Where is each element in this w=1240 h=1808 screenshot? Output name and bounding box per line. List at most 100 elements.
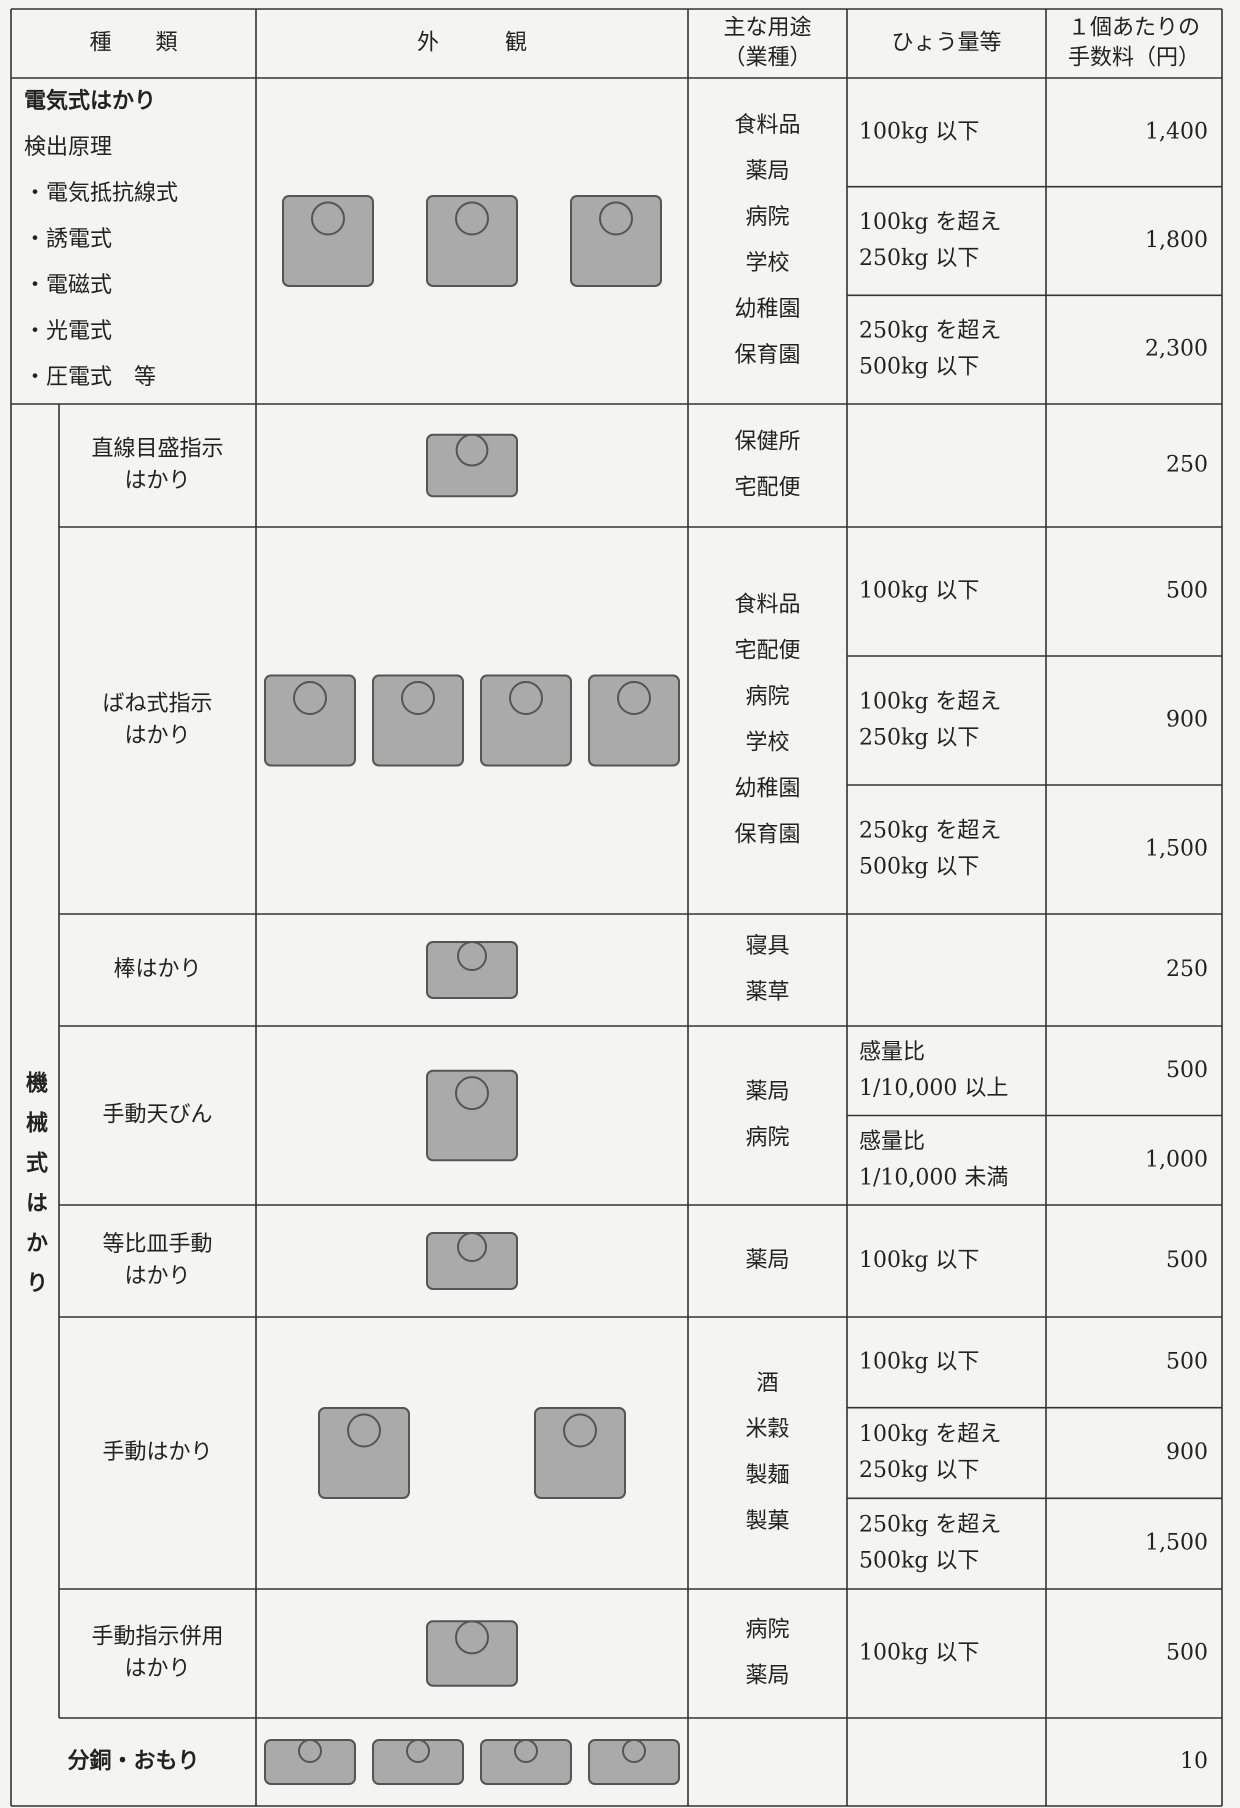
capacity: 250kg 以下 bbox=[859, 246, 979, 271]
scale-image bbox=[563, 1413, 597, 1448]
scale-image bbox=[588, 674, 680, 767]
scale-image bbox=[455, 433, 489, 467]
use: 学校 bbox=[745, 731, 789, 756]
fee: 1,500 bbox=[1145, 837, 1208, 862]
use: 宅配便 bbox=[734, 476, 800, 501]
kind: 手動はかり bbox=[102, 1440, 212, 1465]
fee: 500 bbox=[1166, 1641, 1208, 1666]
capacity: 250kg を超え bbox=[859, 319, 1001, 344]
scale-image bbox=[293, 681, 327, 715]
capacity: 250kg 以下 bbox=[859, 1458, 979, 1483]
scale-image bbox=[534, 1407, 626, 1499]
scale-image bbox=[514, 1739, 538, 1763]
scale-image bbox=[401, 681, 435, 715]
capacity: 100kg を超え bbox=[859, 210, 1001, 235]
fee: 10 bbox=[1180, 1749, 1208, 1774]
capacity: 100kg を超え bbox=[859, 1422, 1001, 1447]
header-cell: 手数料（円） bbox=[1068, 46, 1200, 71]
fee: 1,500 bbox=[1145, 1531, 1208, 1556]
fee: 250 bbox=[1166, 957, 1208, 982]
kind-line: 検出原理 bbox=[24, 135, 112, 160]
use: 製菓 bbox=[745, 1509, 789, 1534]
fee: 1,000 bbox=[1145, 1147, 1208, 1172]
use: 病院 bbox=[745, 1126, 789, 1151]
use: 酒 bbox=[756, 1371, 778, 1396]
use: 病院 bbox=[745, 685, 789, 710]
capacity: 100kg を超え bbox=[859, 690, 1001, 715]
kind-title: 電気式はかり bbox=[24, 88, 156, 114]
capacity: 1/10,000 以上 bbox=[859, 1076, 1008, 1101]
capacity: 100kg 以下 bbox=[859, 119, 979, 144]
use: 幼稚園 bbox=[734, 297, 800, 322]
use: 保育園 bbox=[734, 343, 800, 368]
use: 薬局 bbox=[745, 1080, 789, 1105]
kind: はかり bbox=[124, 724, 190, 749]
fee: 500 bbox=[1166, 1349, 1208, 1374]
use: 食料品 bbox=[734, 593, 800, 618]
capacity: 250kg を超え bbox=[859, 819, 1001, 844]
fee: 500 bbox=[1166, 579, 1208, 604]
scale-image bbox=[426, 195, 518, 287]
kind-title: 分銅・おもり bbox=[67, 1748, 199, 1774]
scale-image bbox=[298, 1739, 322, 1763]
scale-image bbox=[282, 195, 374, 287]
use: 病院 bbox=[745, 1618, 789, 1643]
kind: 手動指示併用 bbox=[91, 1625, 223, 1650]
scale-image bbox=[455, 201, 489, 236]
scale-image bbox=[455, 1076, 489, 1111]
use: 宅配便 bbox=[734, 639, 800, 664]
scale-image bbox=[311, 201, 345, 236]
scale-image bbox=[457, 1232, 487, 1262]
use: 保育園 bbox=[734, 823, 800, 848]
fee: 900 bbox=[1166, 1440, 1208, 1465]
kind-line: ・圧電式 等 bbox=[24, 365, 156, 390]
use: 病院 bbox=[745, 205, 789, 230]
fee: 500 bbox=[1166, 1058, 1208, 1083]
scale-image bbox=[406, 1739, 430, 1763]
fee: 500 bbox=[1166, 1248, 1208, 1273]
scale-image bbox=[372, 674, 464, 767]
fee: 1,800 bbox=[1145, 228, 1208, 253]
use: 米穀 bbox=[745, 1417, 789, 1442]
kind: はかり bbox=[124, 1657, 190, 1682]
scale-image bbox=[457, 941, 487, 971]
fee: 2,300 bbox=[1145, 337, 1208, 362]
header-cell: （業種） bbox=[723, 46, 811, 71]
scale-image bbox=[480, 674, 572, 767]
scale-image bbox=[455, 1620, 489, 1655]
kind-line: ・電磁式 bbox=[24, 273, 112, 298]
capacity: 500kg 以下 bbox=[859, 355, 979, 380]
kind: はかり bbox=[124, 1264, 190, 1289]
scale-image bbox=[570, 195, 662, 287]
kind-line: ・誘電式 bbox=[24, 227, 112, 252]
group-label: 機械式はかり bbox=[22, 1071, 48, 1311]
capacity: 100kg 以下 bbox=[859, 1641, 979, 1666]
capacity: 100kg 以下 bbox=[859, 579, 979, 604]
scale-image bbox=[426, 1069, 518, 1162]
scale-image bbox=[347, 1413, 381, 1448]
use: 薬局 bbox=[745, 1248, 789, 1273]
use: 製麺 bbox=[745, 1463, 789, 1488]
use: 学校 bbox=[745, 251, 789, 276]
scale-image bbox=[318, 1407, 410, 1499]
fee: 250 bbox=[1166, 453, 1208, 478]
use: 寝具 bbox=[745, 934, 789, 959]
use: 保健所 bbox=[734, 430, 800, 455]
kind: 直線目盛指示 bbox=[91, 437, 223, 462]
scale-image bbox=[622, 1739, 646, 1763]
capacity: 感量比 bbox=[859, 1040, 925, 1065]
capacity: 500kg 以下 bbox=[859, 855, 979, 880]
capacity: 500kg 以下 bbox=[859, 1549, 979, 1574]
use: 薬草 bbox=[745, 980, 789, 1005]
fee: 900 bbox=[1166, 708, 1208, 733]
header-cell: ひょう量等 bbox=[891, 31, 1001, 56]
kind-line: ・電気抵抗線式 bbox=[24, 181, 178, 206]
header-cell: 外 観 bbox=[417, 31, 527, 56]
header-cell: 種 類 bbox=[89, 31, 177, 56]
kind: 手動天びん bbox=[102, 1103, 212, 1128]
scale-image bbox=[509, 681, 543, 715]
capacity: 250kg を超え bbox=[859, 1513, 1001, 1538]
capacity: 100kg 以下 bbox=[859, 1248, 979, 1273]
